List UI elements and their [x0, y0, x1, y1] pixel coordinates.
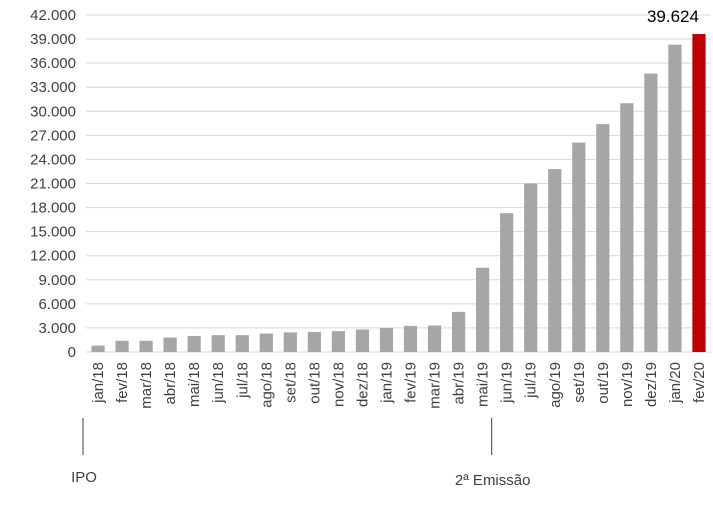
- y-tick-label: 30.000: [30, 103, 76, 120]
- y-tick-label: 15.000: [30, 224, 76, 241]
- x-tick-label: fev/18: [114, 362, 131, 403]
- bar: [115, 340, 129, 352]
- x-tick-label: jun/18: [210, 362, 227, 404]
- y-tick-label: 6.000: [38, 296, 76, 313]
- x-tick-label: jun/19: [499, 362, 516, 404]
- bar: [427, 325, 442, 352]
- y-tick-label: 12.000: [30, 248, 76, 265]
- x-tick-label: nov/19: [619, 362, 636, 407]
- y-tick-label: 39.000: [30, 31, 76, 48]
- x-tick-label: ago/18: [258, 362, 275, 408]
- bar: [572, 142, 586, 352]
- x-tick-label: out/19: [595, 362, 612, 404]
- y-axis-ticks: 0 3.000 6.000 9.000 12.000 15.000 18.000 21.000…: [30, 7, 76, 361]
- x-tick-label: fev/20: [691, 362, 708, 403]
- y-tick-label: 27.000: [30, 127, 76, 144]
- bar: [283, 332, 297, 352]
- gridlines: [86, 14, 711, 353]
- x-tick-label: mar/18: [138, 362, 155, 409]
- x-tick-label: fev/19: [403, 362, 420, 403]
- x-tick-label: mai/19: [475, 362, 492, 407]
- y-tick-label: 24.000: [30, 151, 76, 168]
- y-tick-label: 18.000: [30, 200, 76, 217]
- x-tick-label: jan/18: [90, 362, 107, 404]
- bar: [355, 329, 370, 352]
- bar: [692, 34, 706, 352]
- y-tick-label: 3.000: [38, 320, 76, 337]
- x-axis-labels: jan/18 fev/18 mar/18 abr/18 mai/18 jun/18 jul/…: [90, 362, 708, 409]
- y-tick-label: 21.000: [30, 176, 76, 193]
- bar: [211, 335, 225, 352]
- bar: [187, 335, 201, 352]
- bar: [644, 73, 658, 353]
- x-tick-label: ago/19: [547, 362, 564, 408]
- bar: [139, 340, 153, 352]
- y-tick-label: 0: [68, 344, 76, 361]
- x-tick-label: mai/18: [186, 362, 203, 407]
- bar: [331, 331, 346, 352]
- bar: [620, 103, 634, 352]
- x-tick-label: dez/18: [354, 362, 371, 407]
- bar: [235, 335, 249, 352]
- y-tick-label: 36.000: [30, 55, 76, 72]
- bar: [451, 311, 466, 352]
- x-tick-label: set/18: [282, 362, 299, 403]
- bar: [403, 325, 418, 352]
- x-tick-label: jul/19: [523, 362, 540, 399]
- bar: [476, 267, 490, 352]
- x-tick-label: nov/18: [330, 362, 347, 407]
- bar: [379, 327, 394, 352]
- y-tick-label: 42.000: [30, 7, 76, 24]
- bar: [668, 44, 682, 352]
- y-tick-label: 33.000: [30, 79, 76, 96]
- x-tick-label: jan/20: [667, 362, 684, 404]
- x-tick-label: dez/19: [643, 362, 660, 407]
- bar: [548, 169, 562, 352]
- bar: [259, 333, 273, 352]
- x-tick-label: out/18: [306, 362, 323, 404]
- annotation-label: 2ª Emissão: [455, 472, 531, 489]
- x-tick-label: abr/18: [162, 362, 179, 405]
- bar: [91, 345, 105, 352]
- bars: [91, 34, 706, 353]
- bar: [163, 337, 177, 352]
- x-tick-label: abr/19: [451, 362, 468, 405]
- x-tick-label: jan/19: [378, 362, 395, 404]
- highlight-value-label: 39.624: [647, 7, 699, 26]
- annotation-label: IPO: [71, 469, 97, 486]
- bar: [524, 183, 538, 352]
- y-tick-label: 9.000: [38, 272, 76, 289]
- bar: [500, 213, 514, 352]
- x-tick-label: set/19: [571, 362, 588, 403]
- x-tick-label: jul/18: [234, 362, 251, 399]
- bar: [596, 124, 610, 352]
- annotations: IPO 2ª Emissão: [71, 418, 530, 489]
- bar: [307, 331, 321, 352]
- x-tick-label: mar/19: [427, 362, 444, 409]
